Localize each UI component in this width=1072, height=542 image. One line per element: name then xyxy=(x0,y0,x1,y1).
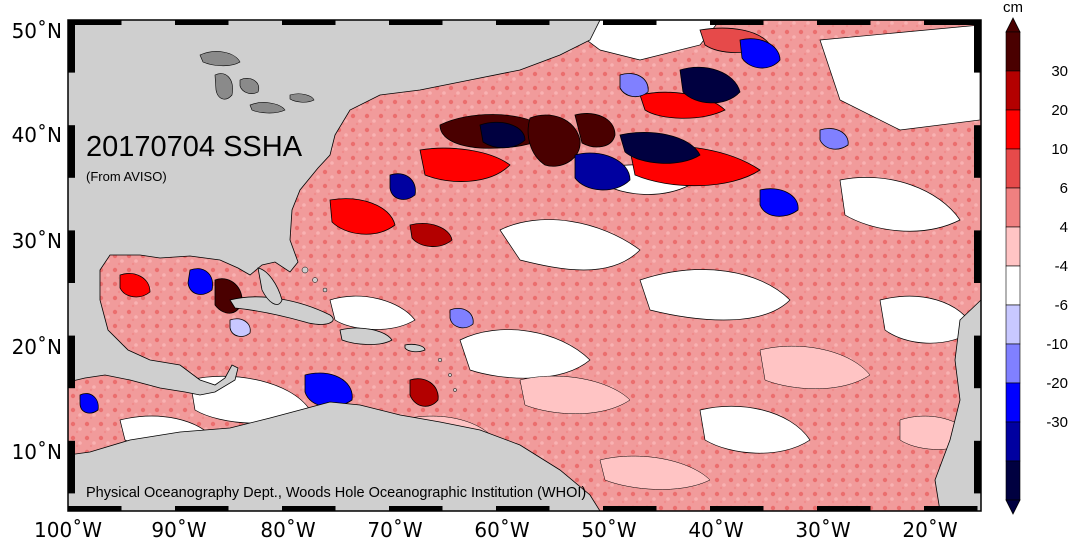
frame-checker-segment xyxy=(817,506,871,511)
lon-label-90w: 90˚W xyxy=(151,518,206,542)
frame-checker-segment xyxy=(974,335,981,389)
colorbar-block xyxy=(1005,70,1021,111)
frame-checker-left xyxy=(68,20,75,494)
colorbar-block xyxy=(1005,343,1021,384)
puerto-rico-land xyxy=(404,343,426,353)
frame-checker-top xyxy=(68,20,978,25)
frame-checker-segment xyxy=(496,506,550,511)
frame-checker-segment xyxy=(68,335,75,389)
colorbar-block xyxy=(1005,109,1021,150)
colorbar-block xyxy=(1005,31,1021,72)
lon-label-40w: 40˚W xyxy=(688,518,743,542)
lon-label-30w: 30˚W xyxy=(795,518,850,542)
colorbar-tick-label: -20 xyxy=(1046,375,1068,392)
light-anomaly-patches xyxy=(119,20,981,454)
north-america-land xyxy=(68,20,601,396)
frame-checker-segment xyxy=(389,20,443,25)
colorbar-block xyxy=(1005,382,1021,423)
frame-checker-segment xyxy=(924,506,978,511)
frame-checker-segment xyxy=(175,506,229,511)
colorbar-tick-label: 4 xyxy=(1060,219,1068,236)
colorbar-bottom-arrow xyxy=(1005,499,1021,515)
lat-label-30n: 30˚N xyxy=(12,229,62,253)
frame-checker-segment xyxy=(68,506,122,511)
lon-label-70w: 70˚W xyxy=(367,518,422,542)
colorbar-tick-label: 30 xyxy=(1051,63,1068,80)
south-america-land xyxy=(68,401,601,511)
lat-label-10n: 10˚N xyxy=(12,440,62,464)
frame-checker-segment xyxy=(974,20,981,73)
frame-checker-segment xyxy=(974,230,981,283)
hispaniola-land xyxy=(339,327,393,345)
colorbar-block xyxy=(1005,421,1021,462)
frame-checker-segment xyxy=(68,125,75,178)
colorbar-block xyxy=(1005,460,1021,501)
colorbar-tick-label: 6 xyxy=(1060,180,1068,197)
colorbar-block xyxy=(1005,304,1021,345)
frame-checker-segment xyxy=(817,20,871,25)
colorbar: cm 30 20 10 6 4 -4 -6 -10 -20 -30 xyxy=(1003,0,1068,515)
frame-checker-segment xyxy=(974,440,981,494)
colorbar-tick-label: 10 xyxy=(1051,141,1068,158)
colorbar-tick-label: -4 xyxy=(1055,258,1068,275)
colorbar-block xyxy=(1005,148,1021,189)
lon-label-60w: 60˚W xyxy=(474,518,529,542)
colorbar-unit: cm xyxy=(1003,0,1023,16)
frame-checker-segment xyxy=(924,20,978,25)
colorbar-block xyxy=(1005,265,1021,306)
colorbar-tick-label: -6 xyxy=(1055,297,1068,314)
lon-label-100w: 100˚W xyxy=(34,518,102,542)
frame-checker-segment xyxy=(389,506,443,511)
frame-checker-right xyxy=(974,20,981,494)
frame-checker-bottom xyxy=(68,506,978,511)
frame-checker-segment xyxy=(68,20,75,73)
florida-land xyxy=(257,267,283,305)
small-islands xyxy=(301,266,457,392)
colorbar-tick-label: -30 xyxy=(1046,414,1068,431)
frame-checker-segment xyxy=(710,506,764,511)
frame-checker-segment xyxy=(603,20,657,25)
great-lakes xyxy=(199,51,315,114)
frame-checker-segment xyxy=(603,506,657,511)
map-credit: Physical Oceanography Dept., Woods Hole … xyxy=(86,485,586,501)
frame-checker-segment xyxy=(175,20,229,25)
colorbar-block xyxy=(1005,187,1021,228)
colorbar-tick-label: -10 xyxy=(1046,336,1068,353)
frame-checker-segment xyxy=(496,20,550,25)
negative-eddies xyxy=(79,38,849,414)
lon-label-80w: 80˚W xyxy=(260,518,315,542)
land-masses xyxy=(68,20,981,511)
longitude-labels: 100˚W 90˚W 80˚W 70˚W 60˚W 50˚W 40˚W 30˚W… xyxy=(34,518,958,542)
frame-checker-segment xyxy=(282,506,336,511)
africa-land xyxy=(934,299,981,511)
map-source-note: (From AVISO) xyxy=(86,169,167,184)
lat-label-50n: 50˚N xyxy=(12,19,62,43)
frame-checker-segment xyxy=(282,20,336,25)
colorbar-block xyxy=(1005,226,1021,267)
frame-checker-segment xyxy=(68,20,122,25)
lat-label-20n: 20˚N xyxy=(12,335,62,359)
frame-checker-segment xyxy=(710,20,764,25)
map-plot-area xyxy=(68,20,981,511)
colorbar-top-arrow xyxy=(1005,17,1021,33)
frame-checker-segment xyxy=(68,230,75,283)
lon-label-50w: 50˚W xyxy=(581,518,636,542)
lat-label-40n: 40˚N xyxy=(12,123,62,147)
map-title: 20170704 SSHA xyxy=(86,131,303,163)
colorbar-tick-label: 20 xyxy=(1051,102,1068,119)
frame-checker-segment xyxy=(974,125,981,178)
frame-checker-segment xyxy=(68,440,75,494)
lon-label-20w: 20˚W xyxy=(902,518,957,542)
latitude-labels: 50˚N 40˚N 30˚N 20˚N 10˚N xyxy=(12,19,62,464)
